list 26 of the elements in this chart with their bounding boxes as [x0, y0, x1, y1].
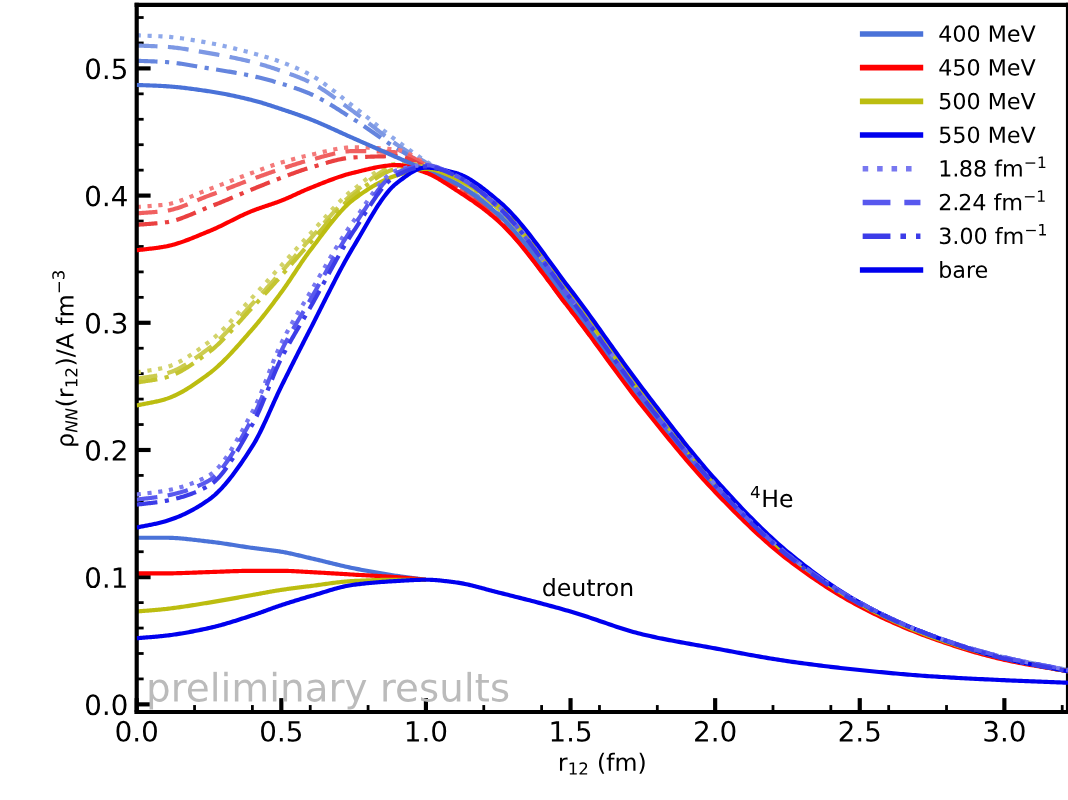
legend-label: 3.00 fm$^{−1}$: [939, 224, 1046, 245]
legend-label: 1.88 fm$^{−1}$: [940, 156, 1046, 177]
y-tick-label: 0.3: [86, 312, 127, 334]
legend-label: 450 MeV: [939, 58, 1036, 76]
x-tick-label: 1.0: [406, 720, 447, 742]
y-tick-label: 0.4: [86, 185, 127, 207]
x-tick-label: 0.5: [261, 720, 301, 742]
legend-label: bare: [940, 260, 988, 279]
legend-label: 550 MeV: [939, 126, 1036, 144]
y-tick-label: 0.0: [86, 694, 127, 716]
y-tick-label: 0.1: [86, 567, 126, 589]
legend-label: 2.24 fm$^{−1}$: [939, 190, 1045, 211]
y-tick-label: 0.5: [86, 58, 126, 80]
y-axis-title: ρ$_{NN}$(r$_{12}$)/A fm$^{−3}$: [52, 271, 79, 446]
legend-label: 400 MeV: [939, 25, 1036, 42]
annotation: deutron: [543, 578, 633, 597]
annotation: preliminary results: [149, 671, 509, 710]
annotation: $^{4}$He: [750, 485, 793, 508]
x-tick-label: 1.5: [551, 721, 591, 742]
x-tick-label: 2.0: [695, 720, 736, 742]
x-tick-label: 0.0: [116, 720, 157, 742]
x-tick-label: 3.0: [984, 720, 1025, 742]
x-tick-label: 2.5: [839, 720, 880, 742]
y-tick-label: 0.2: [86, 439, 126, 461]
legend-label: 500 MeV: [939, 92, 1036, 110]
x-axis-title: r$_{12}$ (fm): [559, 752, 645, 775]
